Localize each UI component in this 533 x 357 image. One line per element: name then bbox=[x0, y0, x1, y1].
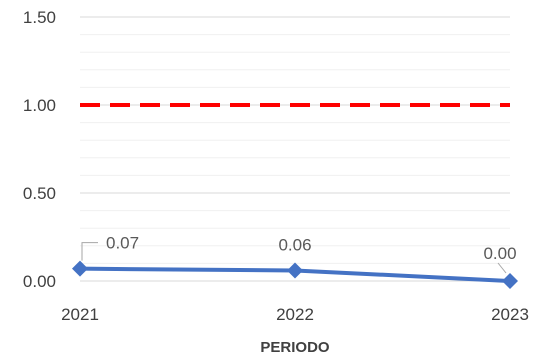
series-group bbox=[72, 260, 518, 289]
data-labels: 0.07 0.06 0.00 bbox=[81, 234, 517, 274]
leader-line bbox=[497, 262, 507, 274]
data-label: 0.06 bbox=[278, 235, 311, 254]
y-tick-label: 0.50 bbox=[23, 184, 56, 203]
y-tick-label: 1.00 bbox=[23, 96, 56, 115]
data-label: 0.07 bbox=[106, 234, 139, 253]
data-point-marker bbox=[72, 260, 88, 277]
x-tick-label: 2021 bbox=[61, 305, 99, 324]
data-point-marker bbox=[502, 273, 518, 289]
x-tick-label: 2022 bbox=[276, 305, 314, 324]
y-tick-label: 0.00 bbox=[23, 272, 56, 291]
x-axis-ticks: 2021 2022 2023 bbox=[61, 305, 529, 324]
y-axis-ticks: 0.00 0.50 1.00 1.50 bbox=[23, 8, 56, 291]
leader-line bbox=[81, 242, 98, 261]
x-axis-title: PERIODO bbox=[260, 339, 330, 356]
y-tick-label: 1.50 bbox=[23, 8, 56, 27]
gridlines bbox=[80, 16, 510, 264]
data-label: 0.00 bbox=[483, 244, 516, 263]
x-tick-label: 2023 bbox=[491, 305, 529, 324]
data-point-marker bbox=[287, 262, 303, 279]
